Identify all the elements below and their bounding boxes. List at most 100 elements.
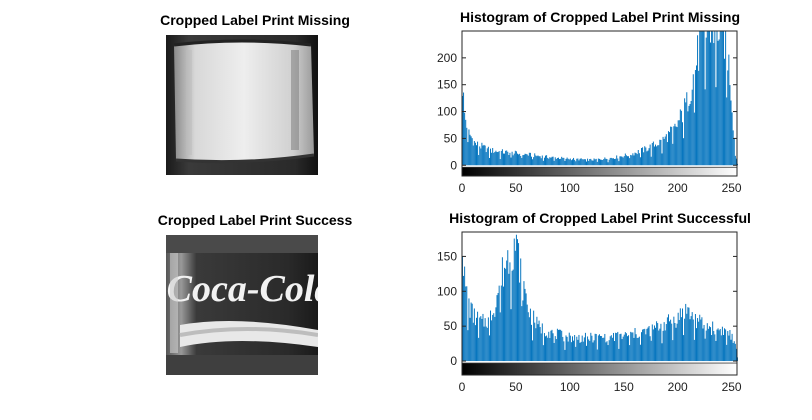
histogram-bar xyxy=(569,335,571,362)
histogram-bar xyxy=(492,148,494,166)
histogram-bar xyxy=(539,327,541,362)
histogram-bar xyxy=(567,158,569,166)
histogram-bar xyxy=(655,327,657,362)
histogram-bar xyxy=(538,156,540,166)
histogram-bar xyxy=(624,153,626,166)
histogram-bar xyxy=(651,324,653,362)
histogram-bar xyxy=(514,150,516,166)
histogram-bar xyxy=(714,31,716,166)
histogram-bar xyxy=(690,316,692,362)
y-tick-label: 100 xyxy=(437,284,457,298)
histogram-bar xyxy=(648,326,650,362)
histogram-bar xyxy=(587,158,589,166)
histogram-bar xyxy=(545,336,547,362)
histogram-bar xyxy=(468,129,470,166)
histogram-bar xyxy=(494,151,496,166)
histogram-bar xyxy=(491,152,493,166)
histogram-bar xyxy=(720,31,722,166)
histogram-bar xyxy=(680,110,682,166)
histogram-bar xyxy=(706,31,708,166)
histogram-bar xyxy=(517,153,518,166)
histogram-bar xyxy=(560,329,562,362)
histogram-bar xyxy=(573,340,575,362)
histogram-bar xyxy=(572,159,573,166)
histogram-bar xyxy=(637,150,639,166)
histogram-bar xyxy=(484,318,486,362)
histogram-bar xyxy=(666,142,668,166)
histogram-bar xyxy=(485,326,487,362)
histogram-bar xyxy=(610,335,612,362)
histogram-bar xyxy=(662,136,664,166)
histogram-bar xyxy=(559,329,561,362)
histogram-bar xyxy=(715,87,717,166)
histogram-bar xyxy=(617,331,619,362)
histogram-bar xyxy=(498,285,500,362)
y-tick-label: 0 xyxy=(450,158,457,172)
histogram-bar xyxy=(505,268,507,362)
histogram-bar xyxy=(725,31,727,166)
histogram-bar xyxy=(519,153,521,166)
histogram-bar xyxy=(477,141,479,166)
histogram-bar xyxy=(588,160,590,166)
histogram-bar xyxy=(664,136,666,166)
histogram-bar xyxy=(480,148,482,166)
histogram-bar xyxy=(486,148,488,166)
histogram-bar xyxy=(522,155,524,166)
histogram-bar xyxy=(506,150,508,166)
histogram-bar xyxy=(735,158,737,166)
histogram-bar xyxy=(567,341,569,362)
histogram-bar xyxy=(553,160,555,166)
histogram-bar xyxy=(623,156,625,166)
histogram-bar xyxy=(630,154,632,166)
histogram-bar xyxy=(507,250,509,362)
histogram-bar xyxy=(507,151,509,166)
cropped-image-success: Coca-Cola xyxy=(166,235,318,375)
histogram-bar xyxy=(602,337,604,362)
histogram-bar xyxy=(733,138,735,166)
histogram-bar xyxy=(641,332,642,362)
histogram-bar xyxy=(586,161,587,166)
histogram-bar xyxy=(598,334,600,362)
histogram-bar xyxy=(510,309,512,362)
histogram-bar xyxy=(559,159,561,166)
histogram-bar xyxy=(686,92,688,166)
histogram-bar xyxy=(469,134,471,166)
y-tick-label: 150 xyxy=(437,249,457,263)
histogram-bar xyxy=(474,142,476,166)
histogram-bar xyxy=(493,152,495,166)
histogram-bar xyxy=(731,112,733,166)
histogram-bar xyxy=(500,150,502,166)
histogram-bar xyxy=(570,342,572,362)
y-tick-label: 0 xyxy=(450,354,457,368)
histogram-bar xyxy=(621,339,623,362)
histogram-bar xyxy=(669,321,671,362)
histogram-bar xyxy=(705,330,707,362)
histogram-bar xyxy=(484,145,486,166)
histogram-bar xyxy=(691,89,693,166)
histogram-bar xyxy=(597,158,599,166)
histogram-bar xyxy=(539,156,541,166)
histogram-bar xyxy=(485,152,487,166)
histogram-bar xyxy=(647,150,649,166)
histogram-bar xyxy=(611,158,613,166)
histogram-bar xyxy=(593,340,595,362)
histogram-bar xyxy=(603,337,605,362)
histogram-bar xyxy=(583,337,585,362)
histogram-bar xyxy=(674,322,676,362)
histogram-bar xyxy=(727,331,729,362)
histogram-bar xyxy=(651,143,653,166)
histogram-bar xyxy=(520,258,522,362)
histogram-bar xyxy=(618,161,620,166)
histogram-bar xyxy=(663,138,665,166)
histogram-bar xyxy=(473,308,475,362)
histogram-bar xyxy=(620,156,622,166)
histogram-bar xyxy=(701,317,703,362)
histogram-bar xyxy=(556,157,558,166)
histogram-bar xyxy=(678,120,680,166)
histogram-bar xyxy=(672,340,674,362)
histogram-bar xyxy=(658,330,660,362)
histogram-bar xyxy=(590,332,592,362)
histogram-bar xyxy=(650,156,652,166)
histogram-bar xyxy=(627,336,628,362)
